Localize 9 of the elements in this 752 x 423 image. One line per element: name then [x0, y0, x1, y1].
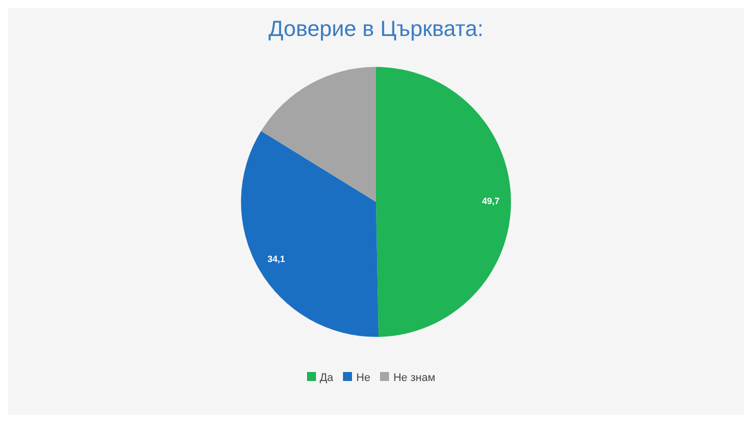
legend-label: Да	[320, 372, 334, 384]
pie-slice	[261, 66, 376, 202]
pie-slice	[376, 66, 511, 337]
data-label: 34,1	[268, 254, 286, 264]
pie-slice	[241, 131, 379, 337]
data-label: 49,7	[482, 196, 500, 206]
legend-label: Не знам	[393, 372, 436, 384]
legend-label: Не	[356, 372, 370, 384]
chart-title: Доверие в Църквата:	[268, 15, 484, 43]
